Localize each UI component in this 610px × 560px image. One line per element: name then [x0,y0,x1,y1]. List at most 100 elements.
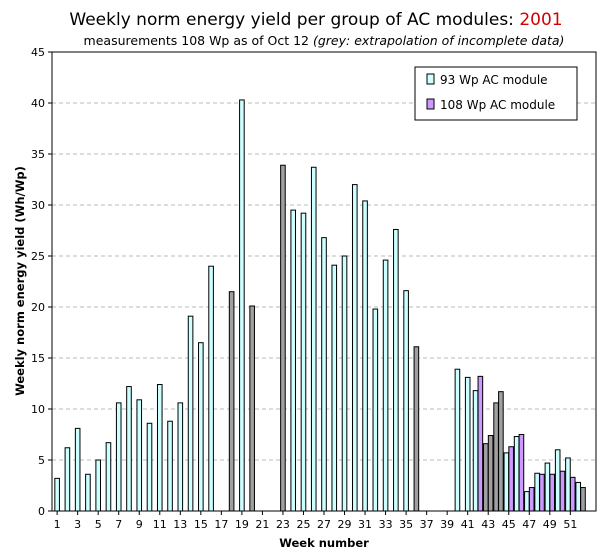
bar-108wp-week-51 [569,476,576,512]
bar-108wp-week-50 [559,470,566,512]
bar-93wp-week-51 [565,457,571,512]
bar-93wp-week-2 [64,447,71,512]
x-tick-label: 49 [543,518,557,531]
bar-93wp-week-40 [454,368,461,512]
bar-93wp-week-31 [362,200,368,512]
bar-93wp-week-26 [310,166,317,512]
y-axis-label: Weekly norm energy yield (Wh/Wp) [13,166,27,396]
y-tick-label: 0 [38,505,45,518]
y-tick-label: 15 [31,352,45,365]
chart-title-year: 2001 [519,10,562,30]
legend-box [414,66,578,121]
legend-swatch-93 [426,73,435,85]
y-tick-label: 20 [31,301,45,314]
y-tick-label: 10 [31,403,45,416]
bar-93wp-week-6 [105,442,112,512]
bar-93wp-week-32 [372,308,379,512]
bar-93wp-week-20 [249,305,255,512]
legend-swatch-108 [426,98,435,110]
x-tick-label: 31 [358,518,372,531]
bar-93wp-week-11 [156,384,163,512]
bar-93wp-week-7 [115,402,122,512]
x-tick-label: 45 [502,518,516,531]
bar-93wp-week-8 [126,386,132,512]
y-tick-label: 30 [31,199,45,212]
legend-label-93: 93 Wp AC module [440,73,548,87]
chart-subtitle-note: (grey: extrapolation of incomplete data) [313,33,564,48]
x-tick-label: 5 [95,518,102,531]
x-tick-label: 35 [399,518,413,531]
x-axis-label: Week number [279,536,369,550]
bar-108wp-week-47 [528,487,535,512]
x-tick-label: 23 [276,518,290,531]
bar-93wp-week-36 [413,346,420,512]
legend-label-108: 108 Wp AC module [440,98,555,112]
chart-title-text: Weekly norm energy yield per group of AC… [69,10,519,30]
legend: 93 Wp AC module 108 Wp AC module [414,66,578,121]
bar-93wp-week-50 [554,449,561,512]
bar-93wp-week-24 [290,209,297,512]
bar-93wp-week-34 [393,228,399,512]
bar-93wp-week-48 [534,472,540,512]
x-tick-label: 7 [115,518,122,531]
bar-93wp-week-9 [136,399,143,512]
bar-93wp-week-33 [382,259,389,512]
x-tick-label: 3 [74,518,81,531]
x-tick-label: 25 [296,518,310,531]
bar-93wp-week-44 [493,402,499,512]
bar-108wp-week-46 [518,434,525,512]
bar-93wp-week-43 [483,443,489,512]
bar-93wp-week-19 [239,99,245,512]
x-tick-label: 21 [255,518,269,531]
bar-93wp-week-14 [187,315,194,512]
x-tick-label: 13 [173,518,187,531]
x-tick-label: 51 [563,518,577,531]
y-tick-label: 45 [31,46,45,59]
chart-subtitle-text: measurements 108 Wp as of Oct 12 [84,33,309,48]
x-tick-label: 29 [338,518,352,531]
bars [54,99,586,512]
x-tick-label: 15 [194,518,208,531]
chart-subtitle: measurements 108 Wp as of Oct 12 (grey: … [84,33,565,48]
bar-93wp-week-25 [300,212,307,512]
x-tick-label: 33 [379,518,393,531]
x-tick-label: 27 [317,518,331,531]
y-axis-ticks: 0 5 10 15 20 25 30 35 40 45 [31,46,52,518]
bar-108wp-week-42 [477,375,484,512]
x-tick-label: 41 [461,518,475,531]
bar-108wp-week-48 [539,473,545,512]
bar-93wp-week-35 [403,290,409,512]
x-tick-label: 37 [420,518,434,531]
bar-108wp-week-52 [580,487,586,512]
y-tick-label: 40 [31,97,45,110]
bar-93wp-week-45 [503,452,510,512]
bar-93wp-week-49 [544,462,551,512]
bar-108wp-week-43 [487,435,494,512]
x-tick-label: 17 [214,518,228,531]
bar-93wp-week-15 [198,342,204,512]
x-tick-label: 9 [136,518,143,531]
x-tick-label: 1 [54,518,61,531]
bar-108wp-week-49 [549,473,556,512]
x-tick-label: 11 [153,518,167,531]
bar-108wp-week-44 [498,391,504,512]
bar-93wp-week-28 [331,264,338,512]
bar-93wp-week-5 [95,459,101,512]
chart-title: Weekly norm energy yield per group of AC… [69,10,562,30]
bar-93wp-week-30 [351,184,358,512]
y-tick-label: 35 [31,148,45,161]
x-tick-label: 19 [235,518,249,531]
bar-93wp-week-27 [321,237,327,512]
x-axis-ticks: 1 3 5 7 9 11 13 15 17 19 21 23 25 27 29 31 33 35 37 39 41 43 4… [54,511,577,531]
bar-93wp-week-10 [146,422,153,512]
bar-93wp-week-46 [513,436,520,512]
bar-93wp-week-12 [167,420,173,512]
bar-93wp-week-3 [74,427,81,512]
x-tick-label: 43 [481,518,495,531]
bar-93wp-week-42 [472,390,479,512]
bar-93wp-week-4 [85,473,91,512]
bar-93wp-week-18 [228,291,235,512]
bar-93wp-week-1 [54,477,60,512]
bar-93wp-week-47 [524,491,530,512]
